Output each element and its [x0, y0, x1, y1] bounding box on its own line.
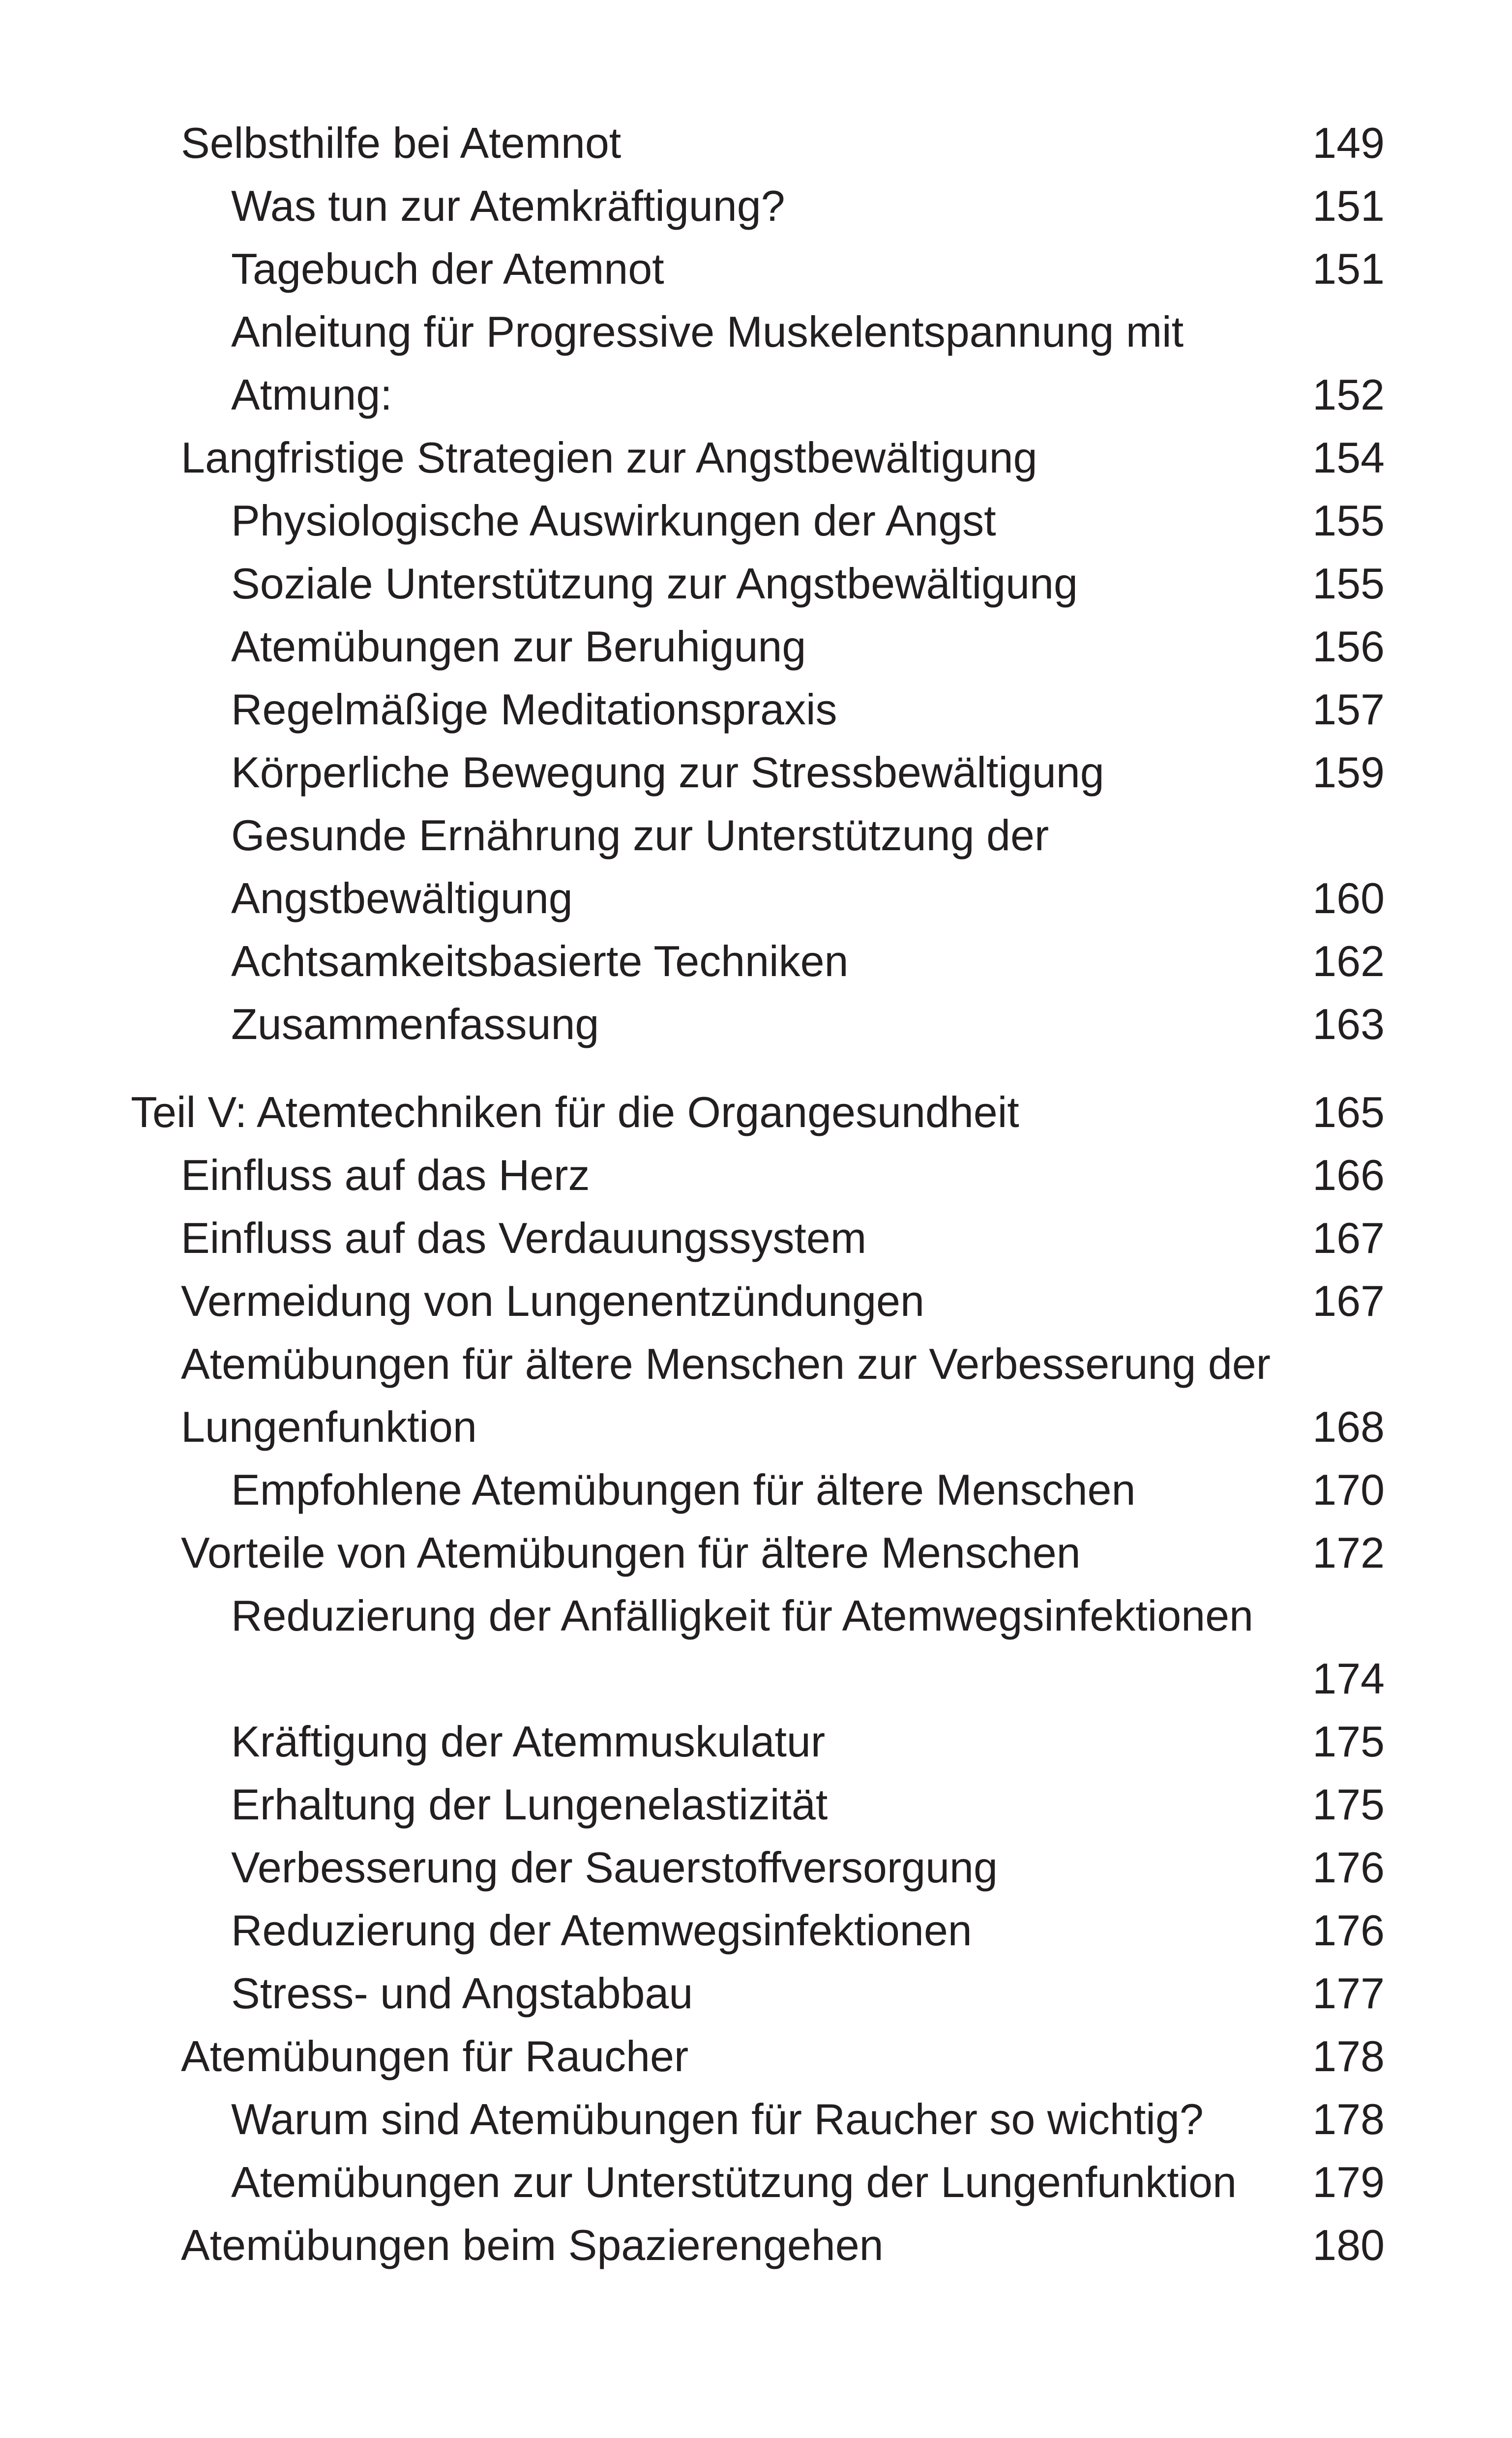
toc-entry-page: 178 — [1312, 2095, 1385, 2143]
toc-entry-title: Reduzierung der Atemwegsinfektionen — [231, 1906, 972, 1955]
toc-entry-title: Kräftigung der Atemmuskulatur — [231, 1717, 826, 1766]
toc-entry-page: 167 — [1312, 1214, 1385, 1262]
toc-entry-title: Vorteile von Atemübungen für ältere Mens… — [181, 1528, 1081, 1577]
toc-entry-title: Zusammenfassung — [231, 1000, 599, 1048]
toc-entry-title: Atemübungen beim Spazierengehen — [181, 2221, 884, 2269]
toc-entry-title: Verbesserung der Sauerstoffversorgung — [231, 1843, 998, 1892]
toc-entry-page: 168 — [1312, 1402, 1385, 1451]
toc-entry-title: Physiologische Auswirkungen der Angst — [231, 496, 996, 545]
toc-entry-title: Empfohlene Atemübungen für ältere Mensch… — [231, 1465, 1136, 1514]
toc-entry-page: 152 — [1312, 370, 1385, 419]
toc-entry-title: Einfluss auf das Verdauungssystem — [181, 1214, 867, 1262]
toc-entry-title: Atemübungen zur Unterstützung der Lungen… — [231, 2158, 1237, 2206]
toc-entry[interactable]: Lungenfunktion 168 — [0, 1396, 1512, 1458]
toc-entry-page: 172 — [1312, 1528, 1385, 1577]
toc-entry-title: Atemübungen für Raucher — [181, 2032, 689, 2081]
toc-entry[interactable]: Atemübungen zur Beruhigung 156 — [0, 615, 1512, 678]
toc-entry-page: 176 — [1312, 1906, 1385, 1955]
toc-entry-title: Achtsamkeitsbasierte Techniken — [231, 937, 849, 985]
toc-entry[interactable]: Atemübungen beim Spazierengehen 180 — [0, 2214, 1512, 2277]
toc-entry-page: 149 — [1312, 119, 1385, 167]
toc-entry-title: Angstbewältigung — [231, 874, 573, 922]
toc-entry-page: 174 — [1312, 1654, 1385, 1703]
toc-entry[interactable]: Tagebuch der Atemnot 151 — [0, 238, 1512, 300]
toc-entry-page: 159 — [1312, 748, 1385, 797]
toc-entry[interactable]: Langfristige Strategien zur Angstbewälti… — [0, 426, 1512, 489]
toc-entry[interactable]: Regelmäßige Meditationspraxis 157 — [0, 678, 1512, 741]
toc-entry-page: 170 — [1312, 1465, 1385, 1514]
toc-entry-title: Gesunde Ernährung zur Unterstützung der — [231, 811, 1049, 860]
toc-entry[interactable]: Einfluss auf das Verdauungssystem 167 — [0, 1207, 1512, 1270]
toc-entry-page: 163 — [1312, 1000, 1385, 1048]
toc-entry[interactable]: Anleitung für Progressive Muskelentspann… — [0, 300, 1512, 363]
toc-entry[interactable]: Atemübungen für Raucher 178 — [0, 2025, 1512, 2088]
toc-entry[interactable]: Physiologische Auswirkungen der Angst 155 — [0, 489, 1512, 552]
toc-entry-title: Tagebuch der Atemnot — [231, 244, 664, 293]
toc-entry[interactable]: Reduzierung der Anfälligkeit für Atemweg… — [0, 1584, 1512, 1647]
toc-entry[interactable]: Kräftigung der Atemmuskulatur 175 — [0, 1710, 1512, 1773]
toc-entry[interactable]: Vorteile von Atemübungen für ältere Mens… — [0, 1521, 1512, 1584]
toc-entry[interactable]: Angstbewältigung 160 — [0, 867, 1512, 930]
toc-entry[interactable]: Verbesserung der Sauerstoffversorgung 176 — [0, 1836, 1512, 1899]
toc-entry-page: 180 — [1312, 2221, 1385, 2269]
toc-entry-title: Erhaltung der Lungenelastizität — [231, 1780, 828, 1829]
toc-entry[interactable]: Soziale Unterstützung zur Angstbewältigu… — [0, 552, 1512, 615]
toc-entry-page: 151 — [1312, 181, 1385, 230]
toc-entry[interactable]: Selbsthilfe bei Atemnot 149 — [0, 112, 1512, 175]
toc-entry-page: 167 — [1312, 1277, 1385, 1325]
toc-entry-page: 155 — [1312, 559, 1385, 608]
toc-entry[interactable]: Achtsamkeitsbasierte Techniken 162 — [0, 930, 1512, 993]
toc-entry[interactable]: Vermeidung von Lungenentzündungen 167 — [0, 1270, 1512, 1333]
toc-entry[interactable]: Warum sind Atemübungen für Raucher so wi… — [0, 2088, 1512, 2151]
toc-entry-title: Vermeidung von Lungenentzündungen — [181, 1277, 924, 1325]
toc-entry-title: Atemübungen zur Beruhigung — [231, 622, 806, 671]
toc-entry[interactable]: Zusammenfassung 163 — [0, 993, 1512, 1056]
toc-entry[interactable]: Gesunde Ernährung zur Unterstützung der — [0, 804, 1512, 867]
toc-entry-page: 176 — [1312, 1843, 1385, 1892]
toc-entry[interactable]: Einfluss auf das Herz 166 — [0, 1144, 1512, 1207]
toc-entry[interactable]: Körperliche Bewegung zur Stressbewältigu… — [0, 741, 1512, 804]
toc-entry-page: 155 — [1312, 496, 1385, 545]
toc-entry-page: 154 — [1312, 433, 1385, 482]
toc-entry-title: Lungenfunktion — [181, 1402, 477, 1451]
toc-entry-title: Atmung: — [231, 370, 392, 419]
toc-entry-title: Soziale Unterstützung zur Angstbewältigu… — [231, 559, 1078, 608]
toc-entry-page: 166 — [1312, 1151, 1385, 1199]
toc-entry-page: 157 — [1312, 685, 1385, 734]
toc-entry-page: 177 — [1312, 1969, 1385, 2018]
toc-entry-title: Atemübungen für ältere Menschen zur Verb… — [181, 1339, 1271, 1388]
toc-entry[interactable]: Empfohlene Atemübungen für ältere Mensch… — [0, 1458, 1512, 1521]
toc-entry[interactable]: 174 — [0, 1647, 1512, 1710]
toc-entry[interactable]: Atemübungen für ältere Menschen zur Verb… — [0, 1333, 1512, 1396]
toc-entry-title: Einfluss auf das Herz — [181, 1151, 590, 1199]
toc-entry-title: Anleitung für Progressive Muskelentspann… — [231, 307, 1184, 356]
toc-entry-title: Langfristige Strategien zur Angstbewälti… — [181, 433, 1038, 482]
toc-entry-title: Reduzierung der Anfälligkeit für Atemweg… — [231, 1591, 1253, 1640]
toc-entry[interactable]: Teil V: Atemtechniken für die Organgesun… — [0, 1081, 1512, 1144]
toc-entry[interactable]: Stress- und Angstabbau 177 — [0, 1962, 1512, 2025]
toc-entry-title: Was tun zur Atemkräftigung? — [231, 181, 785, 230]
toc-entry-page: 179 — [1312, 2158, 1385, 2206]
toc-entry-page: 175 — [1312, 1717, 1385, 1766]
toc-entry-page: 162 — [1312, 937, 1385, 985]
toc-entry-title: Teil V: Atemtechniken für die Organgesun… — [131, 1088, 1019, 1136]
toc-entry-page: 178 — [1312, 2032, 1385, 2081]
toc-entry-title: Körperliche Bewegung zur Stressbewältigu… — [231, 748, 1104, 797]
toc-entry-title: Warum sind Atemübungen für Raucher so wi… — [231, 2095, 1204, 2143]
toc-entry[interactable]: Erhaltung der Lungenelastizität 175 — [0, 1773, 1512, 1836]
toc-entry[interactable]: Atemübungen zur Unterstützung der Lungen… — [0, 2151, 1512, 2214]
toc-entry-title: Stress- und Angstabbau — [231, 1969, 693, 2018]
toc-entry-page: 165 — [1312, 1088, 1385, 1136]
toc-entry-title: Selbsthilfe bei Atemnot — [181, 119, 622, 167]
toc-entry[interactable]: Reduzierung der Atemwegsinfektionen 176 — [0, 1899, 1512, 1962]
toc-entry-title: Regelmäßige Meditationspraxis — [231, 685, 837, 734]
toc-entry-page: 175 — [1312, 1780, 1385, 1829]
toc-entry[interactable]: Atmung: 152 — [0, 363, 1512, 426]
toc-entry-page: 160 — [1312, 874, 1385, 922]
toc-entry-page: 156 — [1312, 622, 1385, 671]
toc-entry-page: 151 — [1312, 244, 1385, 293]
toc-entry[interactable]: Was tun zur Atemkräftigung? 151 — [0, 175, 1512, 238]
